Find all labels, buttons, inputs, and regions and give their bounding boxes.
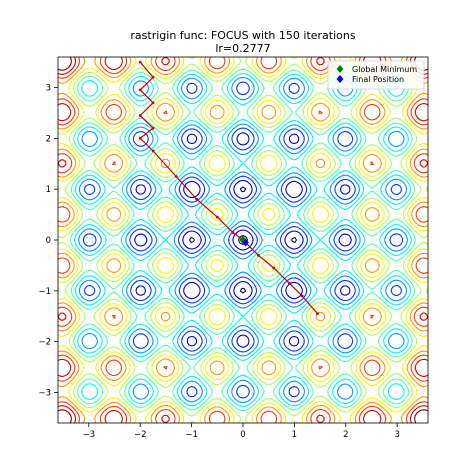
path-point <box>138 88 142 92</box>
contour-level-8 <box>58 57 428 423</box>
x-tick-label: 1 <box>292 430 297 440</box>
legend-label-global-minimum: Global Minimum <box>352 65 417 74</box>
y-tick-label: −3 <box>38 389 51 399</box>
contour-level-6 <box>58 57 428 423</box>
path-point <box>287 281 291 285</box>
legend-green-diamond-icon <box>336 65 344 73</box>
path-point <box>300 294 304 298</box>
x-tick-label: −1 <box>185 430 198 440</box>
contour-level-9 <box>58 57 428 423</box>
x-axis-ticks: −3 −2 −1 0 1 2 3 <box>83 423 400 440</box>
path-point <box>215 215 219 219</box>
path-point <box>151 149 155 153</box>
contour-level-4 <box>74 72 412 408</box>
x-tick-label: −2 <box>134 430 147 440</box>
y-tick-label: 3 <box>46 84 51 94</box>
x-tick-label: 2 <box>343 430 348 440</box>
path-point <box>138 136 142 140</box>
position-markers <box>239 235 249 247</box>
path-point <box>231 231 235 234</box>
y-tick-label: 1 <box>46 185 51 195</box>
contour-level-2 <box>82 81 404 399</box>
y-tick-label: −1 <box>38 287 51 297</box>
y-tick-label: 2 <box>46 134 51 144</box>
path-point <box>316 312 319 316</box>
chart-title: rastrigin func: FOCUS with 150 iteration… <box>130 29 355 42</box>
contour-level-3 <box>78 76 408 404</box>
x-tick-label: −3 <box>83 430 96 440</box>
contour-level-1 <box>134 132 352 348</box>
contour-lines <box>58 57 428 423</box>
legend-label-final-position: Final Position <box>352 75 404 84</box>
path-point <box>138 114 142 117</box>
y-tick-label: 0 <box>46 236 51 246</box>
path-point <box>195 197 199 201</box>
path-point <box>174 175 178 178</box>
contour-level-0 <box>188 186 298 294</box>
y-axis-ticks: −3 −2 −1 0 1 2 3 <box>38 84 58 399</box>
path-point <box>151 126 155 130</box>
chart-subtitle: lr=0.2777 <box>215 42 270 55</box>
x-tick-label: 0 <box>240 430 245 440</box>
path-point <box>272 266 276 270</box>
legend: Global Minimum Final Position <box>327 60 425 90</box>
x-tick-label: 3 <box>394 430 399 440</box>
path-point <box>151 75 155 79</box>
y-tick-label: −2 <box>38 338 51 348</box>
path-point <box>138 60 142 64</box>
path-point <box>257 253 260 257</box>
legend-blue-diamond-icon <box>336 75 344 83</box>
path-line <box>139 61 318 315</box>
final-position-marker <box>242 238 249 247</box>
contour-level-10 <box>58 57 428 423</box>
contour-level-5 <box>69 68 417 412</box>
legend-box <box>327 60 425 90</box>
path-point <box>151 101 155 105</box>
